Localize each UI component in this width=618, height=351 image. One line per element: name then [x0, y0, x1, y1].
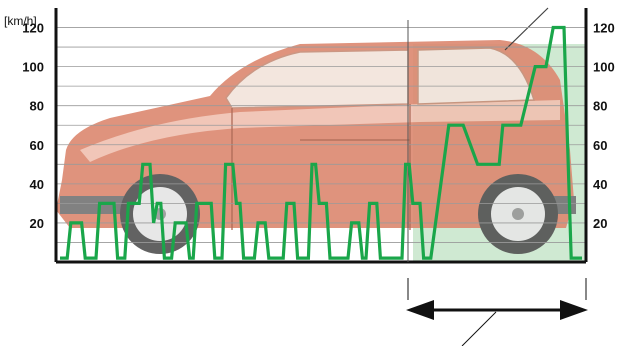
y-tick-label-left: 120 [22, 21, 44, 36]
y-tick-label-left: 40 [30, 177, 44, 192]
y-tick-label-left: 80 [30, 99, 44, 114]
y-tick-label-right: 80 [593, 99, 607, 114]
y-ticks-left: 120 100 80 60 40 20 [22, 21, 44, 231]
y-tick-label-right: 120 [593, 21, 615, 36]
range-arrow-head-left [406, 300, 434, 320]
car-illustration [56, 7, 576, 254]
range-arrow [406, 278, 588, 347]
range-callout-line [461, 311, 497, 347]
range-arrow-head-right [560, 300, 588, 320]
car-antenna [504, 7, 549, 51]
y-tick-label-left: 100 [22, 60, 44, 75]
y-tick-label-left: 60 [30, 138, 44, 153]
y-tick-label-right: 40 [593, 177, 607, 192]
rear-wheel [478, 174, 558, 254]
y-tick-label-left: 20 [30, 216, 44, 231]
car-front-bumper [60, 196, 130, 214]
y-tick-label-right: 100 [593, 60, 615, 75]
car-body-highlight [80, 100, 560, 162]
speed-series-line [60, 25, 582, 260]
y-tick-label-right: 20 [593, 216, 607, 231]
y-tick-label-right: 60 [593, 138, 607, 153]
y-ticks-right: 120 100 80 60 40 20 [593, 21, 615, 231]
unit-label: [km/h] [4, 14, 37, 28]
car-windows [225, 49, 409, 109]
